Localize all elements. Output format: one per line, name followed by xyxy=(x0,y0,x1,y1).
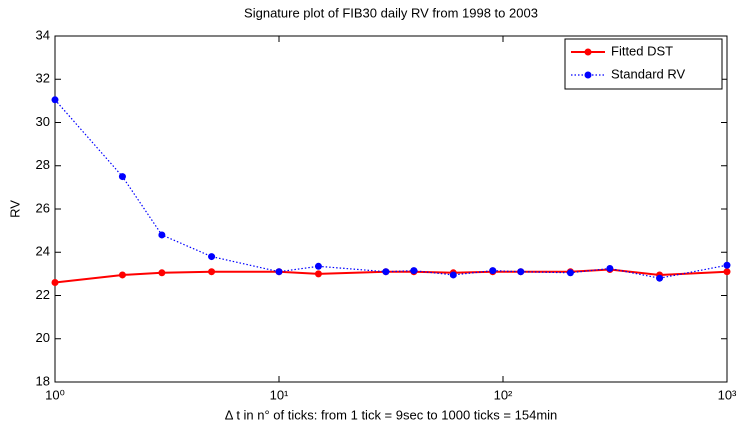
y-tick-label: 34 xyxy=(36,27,50,42)
point xyxy=(275,268,283,276)
point xyxy=(449,271,457,279)
legend-box xyxy=(564,38,723,90)
point xyxy=(208,253,216,261)
point xyxy=(208,268,216,276)
point xyxy=(517,268,525,276)
point xyxy=(723,268,731,276)
point xyxy=(51,279,59,287)
y-tick-label: 30 xyxy=(36,114,50,129)
y-tick-label: 22 xyxy=(36,287,50,302)
point xyxy=(158,269,166,277)
y-tick-label: 26 xyxy=(36,200,50,215)
point xyxy=(566,269,574,277)
y-tick-label: 28 xyxy=(36,157,50,172)
y-tick-label: 32 xyxy=(36,71,50,86)
x-tick-label: 10³ xyxy=(718,387,737,402)
point xyxy=(410,267,418,275)
point xyxy=(118,173,126,181)
y-tick-label: 18 xyxy=(36,373,50,388)
point xyxy=(118,271,126,279)
y-tick-label: 20 xyxy=(36,330,50,345)
x-axis-label: Δ t in n° of ticks: from 1 tick = 9sec t… xyxy=(225,407,558,422)
x-tick-label: 10⁰ xyxy=(45,387,65,402)
plot-area xyxy=(54,35,728,383)
point xyxy=(489,267,497,275)
point xyxy=(51,96,59,104)
point xyxy=(656,274,664,282)
x-tick-label: 10¹ xyxy=(270,387,289,402)
legend-marker xyxy=(584,71,592,79)
chart-title: Signature plot of FIB30 daily RV from 19… xyxy=(244,5,538,20)
legend-label: Standard RV xyxy=(611,66,686,81)
y-tick-label: 24 xyxy=(36,244,50,259)
point xyxy=(382,268,390,276)
legend-label: Fitted DST xyxy=(611,43,673,58)
legend-marker xyxy=(584,48,592,56)
x-tick-label: 10² xyxy=(494,387,513,402)
point xyxy=(723,261,731,269)
point xyxy=(314,262,322,270)
y-axis-label: RV xyxy=(7,200,22,218)
point xyxy=(606,264,614,272)
point xyxy=(314,270,322,278)
point xyxy=(158,231,166,239)
